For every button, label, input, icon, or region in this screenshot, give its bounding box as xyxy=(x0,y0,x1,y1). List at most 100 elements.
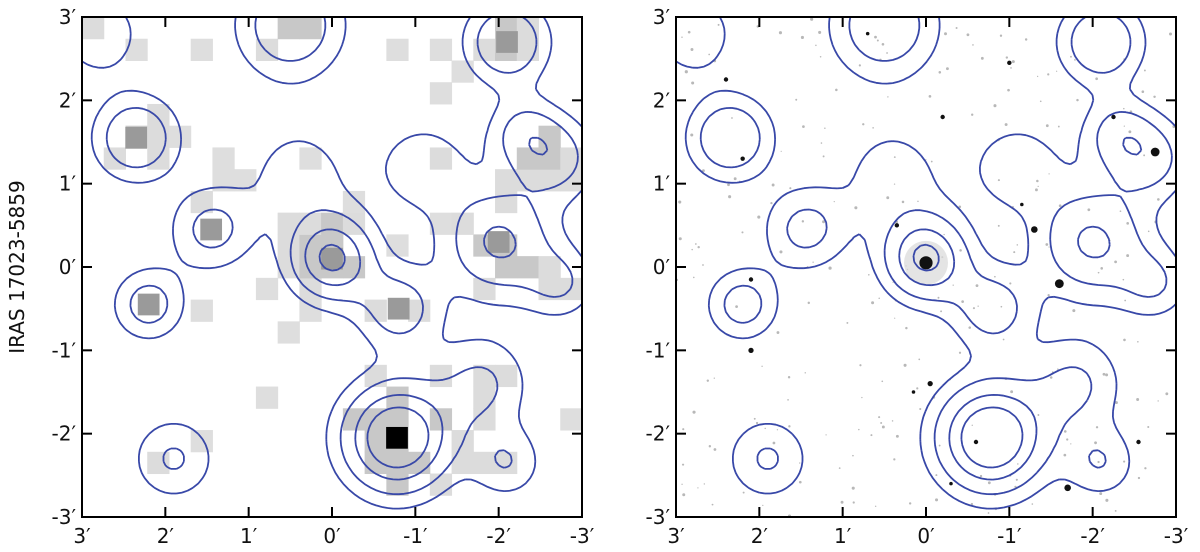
faint-star xyxy=(1070,443,1072,445)
faint-star xyxy=(780,150,782,152)
map-pixel xyxy=(429,364,453,388)
faint-star xyxy=(771,183,775,187)
faint-star xyxy=(852,454,854,457)
map-pixel xyxy=(190,430,213,453)
star xyxy=(1136,439,1141,445)
faint-star xyxy=(846,321,849,324)
map-pixel xyxy=(386,38,409,61)
map-pixel xyxy=(342,256,366,279)
faint-star xyxy=(810,17,814,21)
map-pixel xyxy=(342,190,366,214)
faint-star xyxy=(1122,278,1125,281)
faint-star xyxy=(1147,425,1150,428)
y-tick-label: 2′ xyxy=(59,88,77,112)
map-pixel xyxy=(277,212,300,235)
faint-star xyxy=(1024,38,1028,41)
panel-right: 3′ 2′ 1′ 0′ -1′ -2′ -3′3′2′1′0′-1′-2′-3′ xyxy=(646,5,1189,548)
star xyxy=(1111,114,1116,120)
faint-star xyxy=(789,187,792,190)
faint-star xyxy=(1004,123,1008,127)
faint-star xyxy=(1119,210,1122,212)
faint-star xyxy=(876,39,879,42)
faint-star xyxy=(713,448,717,451)
map-pixel xyxy=(190,190,213,214)
map-pixel xyxy=(299,17,322,40)
faint-star xyxy=(975,284,979,288)
faint-star xyxy=(1123,338,1126,342)
faint-star xyxy=(687,30,691,34)
faint-star xyxy=(959,249,962,252)
source-pixel xyxy=(200,218,223,241)
faint-star xyxy=(1048,246,1050,248)
faint-star xyxy=(901,200,905,204)
faint-star xyxy=(1056,70,1058,72)
faint-star xyxy=(1072,309,1076,313)
map-pixel xyxy=(538,125,561,148)
left-contours xyxy=(82,17,582,510)
faint-star xyxy=(893,458,896,461)
map-pixel xyxy=(299,299,322,322)
x-tick-label: -1′ xyxy=(997,524,1022,548)
map-pixel xyxy=(147,103,170,127)
faint-star xyxy=(919,407,922,411)
faint-star xyxy=(828,266,832,270)
faint-star xyxy=(1141,90,1145,94)
faint-star xyxy=(1057,125,1060,128)
faint-star xyxy=(1031,503,1034,505)
map-pixel xyxy=(299,277,322,301)
faint-star xyxy=(690,48,694,51)
map-pixel xyxy=(255,277,279,301)
faint-star xyxy=(1115,401,1118,405)
faint-star xyxy=(1095,77,1098,81)
map-pixel xyxy=(495,190,518,214)
faint-star xyxy=(999,34,1003,37)
map-pixel xyxy=(560,408,582,431)
faint-star xyxy=(887,96,889,98)
contour-level-4 xyxy=(912,243,1024,469)
faint-star xyxy=(692,410,696,414)
faint-star xyxy=(861,396,863,399)
source-pixel xyxy=(137,293,160,316)
faint-star xyxy=(1057,368,1059,370)
faint-star xyxy=(1124,299,1127,302)
faint-star xyxy=(757,215,761,219)
faint-star xyxy=(851,486,855,490)
faint-star xyxy=(1035,188,1038,192)
map-pixel xyxy=(473,408,496,431)
y-tick-label: 0′ xyxy=(653,255,671,279)
faint-star xyxy=(799,462,801,464)
faint-star xyxy=(1128,130,1132,134)
x-tick-label: -3′ xyxy=(1164,524,1189,548)
map-pixel xyxy=(560,169,582,192)
faint-star xyxy=(1123,107,1125,110)
faint-star xyxy=(893,156,896,159)
map-pixel xyxy=(429,82,453,105)
faint-star xyxy=(787,376,791,379)
faint-star xyxy=(943,233,945,236)
faint-star xyxy=(681,36,683,38)
y-tick-label: 2′ xyxy=(653,88,671,112)
faint-star xyxy=(881,43,885,46)
faint-star xyxy=(825,434,827,436)
faint-star xyxy=(703,483,706,485)
faint-star xyxy=(681,483,683,485)
map-pixel xyxy=(516,147,540,170)
faint-star xyxy=(753,417,756,420)
map-pixel xyxy=(516,17,540,40)
map-pixel xyxy=(212,147,235,170)
faint-star xyxy=(868,274,870,276)
faint-star xyxy=(938,71,942,74)
faint-star xyxy=(1058,204,1062,208)
map-pixel xyxy=(386,234,409,257)
faint-star xyxy=(690,133,694,137)
y-tick-label: -2′ xyxy=(646,422,671,446)
map-pixel xyxy=(364,299,387,322)
faint-star xyxy=(1087,208,1091,212)
map-pixel xyxy=(473,38,496,61)
faint-star xyxy=(788,425,791,428)
faint-star xyxy=(1037,414,1040,416)
contour-level-3 xyxy=(304,136,549,481)
faint-star xyxy=(870,434,873,437)
y-tick-label: 0′ xyxy=(59,255,77,279)
